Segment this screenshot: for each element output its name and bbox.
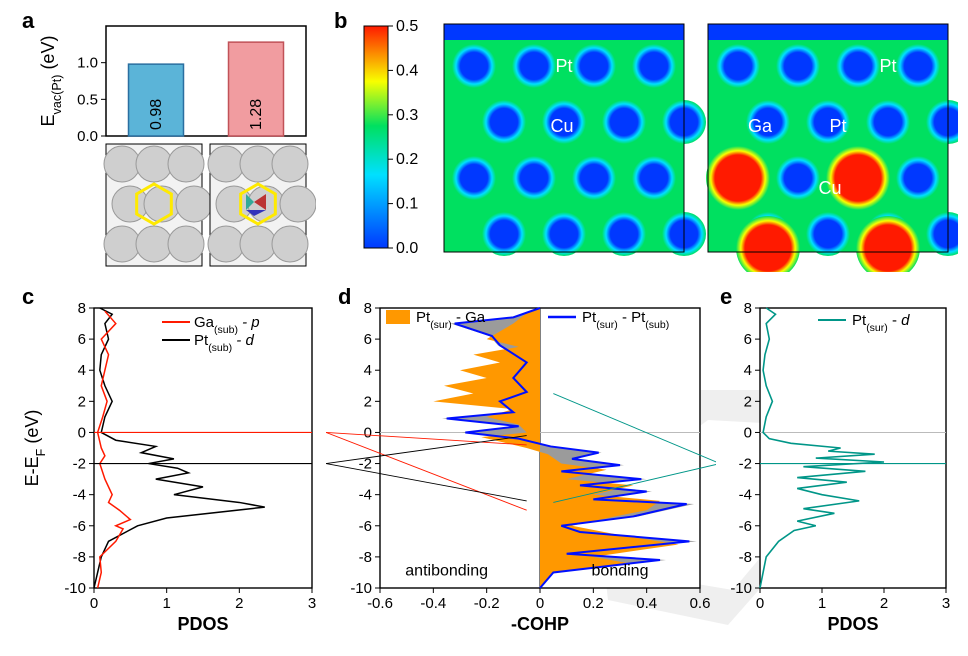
svg-text:3: 3 xyxy=(308,595,316,612)
svg-text:-10: -10 xyxy=(730,580,752,597)
svg-text:0: 0 xyxy=(78,424,86,441)
svg-text:Cu: Cu xyxy=(818,178,841,198)
svg-text:0.2: 0.2 xyxy=(396,151,418,168)
svg-text:0.4: 0.4 xyxy=(636,595,657,612)
svg-text:6: 6 xyxy=(744,331,752,348)
svg-text:0.0: 0.0 xyxy=(77,128,98,145)
svg-text:antibonding: antibonding xyxy=(405,563,488,580)
svg-text:4: 4 xyxy=(744,362,752,379)
svg-text:-COHP: -COHP xyxy=(511,614,569,634)
svg-text:-4: -4 xyxy=(73,487,86,504)
panel-a-chart: 0.0 0.5 1.0 Evac(Pt) (eV) 0.98 1.28 xyxy=(36,12,316,272)
svg-text:Pt: Pt xyxy=(555,56,572,76)
svg-text:-4: -4 xyxy=(359,487,372,504)
svg-text:-4: -4 xyxy=(739,487,752,504)
svg-text:-8: -8 xyxy=(73,549,86,566)
svg-text:-2: -2 xyxy=(739,456,752,473)
svg-text:1: 1 xyxy=(162,595,170,612)
svg-text:8: 8 xyxy=(364,300,372,317)
svg-text:2: 2 xyxy=(880,595,888,612)
svg-text:0.0: 0.0 xyxy=(396,240,418,257)
svg-text:-8: -8 xyxy=(739,549,752,566)
svg-text:-6: -6 xyxy=(73,518,86,535)
svg-text:-2: -2 xyxy=(73,456,86,473)
svg-text:1.0: 1.0 xyxy=(77,55,98,72)
svg-text:1.28: 1.28 xyxy=(248,99,265,130)
svg-text:0: 0 xyxy=(364,424,372,441)
svg-text:0.4: 0.4 xyxy=(396,62,418,79)
svg-text:Pt: Pt xyxy=(879,56,896,76)
svg-text:-6: -6 xyxy=(739,518,752,535)
svg-text:0: 0 xyxy=(756,595,764,612)
svg-text:2: 2 xyxy=(235,595,243,612)
svg-text:-0.4: -0.4 xyxy=(420,595,446,612)
svg-text:0.5: 0.5 xyxy=(77,91,98,108)
svg-text:E-EF (eV): E-EF (eV) xyxy=(22,410,48,487)
svg-text:-6: -6 xyxy=(359,518,372,535)
svg-text:0.6: 0.6 xyxy=(690,595,711,612)
svg-text:0: 0 xyxy=(744,424,752,441)
svg-text:-8: -8 xyxy=(359,549,372,566)
panel-a-label: a xyxy=(22,8,34,34)
svg-text:Ga: Ga xyxy=(748,116,773,136)
panel-b-maps: 0.0 0.1 0.2 0.3 0.4 0.5 Pt Cu Pt Ga Pt Cu xyxy=(358,12,958,272)
svg-text:0.98: 0.98 xyxy=(148,99,165,130)
svg-text:Pt: Pt xyxy=(829,116,846,136)
svg-text:4: 4 xyxy=(78,362,86,379)
panel-c-pdos: -10-8-6-4-2024680123PDOSE-EF (eV)Ga(sub)… xyxy=(18,298,328,648)
svg-text:PDOS: PDOS xyxy=(177,614,228,634)
svg-text:0: 0 xyxy=(536,595,544,612)
svg-text:0.2: 0.2 xyxy=(583,595,604,612)
svg-text:6: 6 xyxy=(364,331,372,348)
svg-text:6: 6 xyxy=(78,331,86,348)
svg-text:4: 4 xyxy=(364,362,372,379)
svg-text:-0.2: -0.2 xyxy=(474,595,500,612)
panel-d-cohp: -10-8-6-4-202468-0.6-0.4-0.200.20.40.6-C… xyxy=(326,298,716,648)
svg-text:8: 8 xyxy=(744,300,752,317)
svg-text:0.5: 0.5 xyxy=(396,18,418,35)
svg-text:0.1: 0.1 xyxy=(396,196,418,213)
svg-text:0.3: 0.3 xyxy=(396,107,418,124)
svg-text:-10: -10 xyxy=(64,580,86,597)
svg-text:1: 1 xyxy=(818,595,826,612)
panel-b-label: b xyxy=(334,8,347,34)
svg-text:Cu: Cu xyxy=(550,116,573,136)
svg-text:-0.6: -0.6 xyxy=(367,595,393,612)
svg-text:2: 2 xyxy=(78,393,86,410)
svg-text:2: 2 xyxy=(744,393,752,410)
svg-text:3: 3 xyxy=(942,595,950,612)
svg-text:Evac(Pt) (eV): Evac(Pt) (eV) xyxy=(38,36,64,127)
svg-text:2: 2 xyxy=(364,393,372,410)
svg-text:0: 0 xyxy=(90,595,98,612)
svg-text:bonding: bonding xyxy=(592,563,649,580)
svg-text:8: 8 xyxy=(78,300,86,317)
svg-text:PDOS: PDOS xyxy=(827,614,878,634)
panel-e-pdos: -10-8-6-4-2024680123PDOSPt(sur) - d xyxy=(712,298,962,648)
